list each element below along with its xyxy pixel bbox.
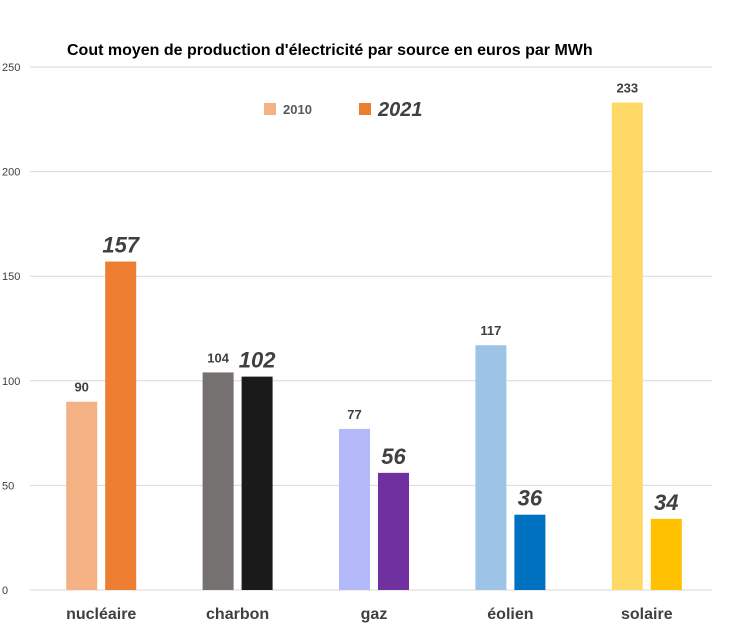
legend-swatch-2021 [359, 103, 371, 115]
bar-2010-solaire [611, 102, 643, 591]
bar-2021-charbon [241, 376, 273, 590]
data-labels: 90 157 104 102 77 56 117 36 233 34 [74, 81, 678, 515]
data-label-2010-gaz: 77 [347, 407, 361, 422]
bar-2010-éolien [475, 345, 507, 590]
data-label-2021-gaz: 56 [381, 444, 406, 469]
bar-2021-gaz [378, 472, 409, 590]
chart-title: Cout moyen de production d'électricité p… [67, 42, 593, 59]
y-tick-label: 200 [2, 167, 20, 179]
x-tick-label: charbon [206, 606, 269, 623]
x-tick-label: gaz [361, 606, 388, 623]
bar-2010-gaz [339, 428, 370, 590]
x-axis-ticks: nucléaire charbon gaz éolien solaire [66, 606, 673, 623]
gridlines [30, 66, 712, 591]
y-tick-label: 100 [2, 376, 20, 388]
data-label-2021-nucléaire: 157 [102, 233, 140, 258]
data-label-2010-charbon: 104 [207, 350, 229, 365]
legend-label-2021: 2021 [377, 99, 423, 121]
data-label-2010-nucléaire: 90 [74, 380, 88, 395]
x-tick-label: nucléaire [66, 606, 136, 623]
bars [66, 102, 682, 591]
data-label-2021-charbon: 102 [239, 348, 276, 373]
y-tick-label: 50 [2, 480, 14, 492]
y-tick-label: 150 [2, 271, 20, 283]
legend: 2010 2021 [264, 99, 423, 121]
data-label-2010-solaire: 233 [616, 81, 638, 96]
data-label-2010-éolien: 117 [480, 323, 501, 338]
y-tick-label: 250 [2, 62, 20, 74]
data-label-2021-solaire: 34 [654, 490, 678, 515]
data-label-2021-éolien: 36 [518, 486, 543, 511]
legend-label-2010: 2010 [283, 102, 312, 117]
x-tick-label: solaire [621, 606, 673, 623]
y-axis-ticks: 0 50 100 150 200 250 [2, 62, 20, 597]
y-tick-label: 0 [2, 585, 8, 597]
x-tick-label: éolien [487, 606, 533, 623]
bar-2021-éolien [514, 514, 546, 590]
bar-2021-solaire [650, 518, 682, 590]
bar-2021-nucléaire [105, 261, 137, 590]
legend-swatch-2010 [264, 103, 276, 115]
bar-2010-nucléaire [66, 401, 98, 590]
bar-2010-charbon [202, 372, 234, 590]
